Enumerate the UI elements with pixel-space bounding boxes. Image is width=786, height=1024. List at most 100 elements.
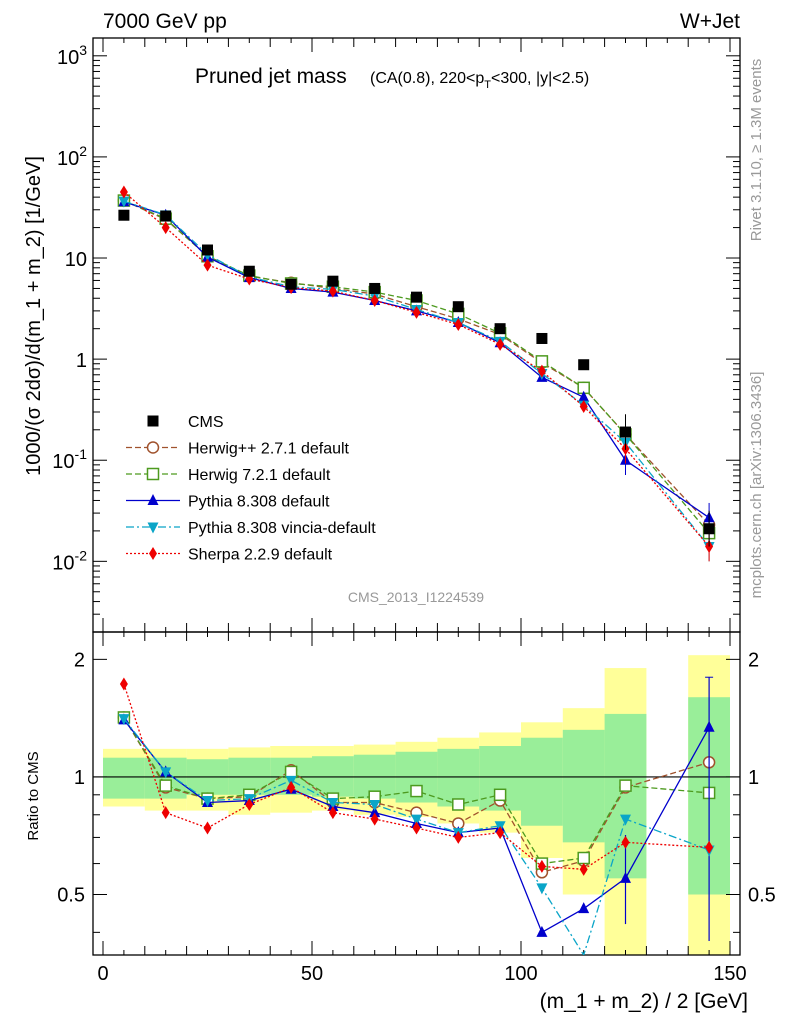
- series-2-ratio: [118, 676, 715, 942]
- series-marker: [620, 814, 631, 826]
- series-marker: [619, 779, 632, 792]
- series-line: [123, 719, 710, 934]
- band-inner-11: [562, 729, 605, 843]
- legend-marker: [147, 494, 159, 505]
- series-line: [123, 717, 710, 865]
- legend-marker: [149, 547, 157, 560]
- series-marker: [119, 185, 128, 199]
- legend-label: CMS: [188, 414, 224, 431]
- ratio-tick-label: 1: [748, 767, 759, 789]
- ratio-tick-label: 2: [74, 649, 85, 671]
- data-point: [160, 210, 172, 222]
- data-point: [411, 291, 422, 303]
- series-marker: [327, 798, 339, 810]
- main-panel: 10-2 10-1 1 10 102 103: [52, 37, 741, 633]
- x-tick-label: 100: [504, 963, 537, 985]
- data-point: [494, 323, 506, 335]
- data-point: [327, 275, 339, 287]
- series-marker: [203, 821, 212, 835]
- data-point: [118, 209, 130, 221]
- series-marker: [328, 806, 337, 820]
- series-marker: [496, 337, 505, 351]
- x-axis-label: (m_1 + m_2) / 2 [GeV]: [540, 990, 748, 1013]
- legend-label: Pythia 8.308 vincia-default: [188, 520, 376, 537]
- series-marker: [119, 677, 128, 691]
- series-marker: [161, 806, 170, 820]
- series-marker: [203, 258, 212, 272]
- data-point: [452, 301, 464, 313]
- band-inner-10: [521, 737, 563, 826]
- series-marker: [496, 826, 505, 840]
- series-marker: [118, 714, 130, 726]
- band-inner-0: [103, 757, 145, 799]
- legend-label: Pythia 8.308 default: [188, 494, 330, 511]
- series-marker: [705, 840, 714, 854]
- series-marker: [159, 779, 172, 792]
- data-point: [243, 265, 255, 277]
- x-tick-label: 150: [713, 963, 746, 985]
- series-marker: [452, 798, 465, 811]
- y-tick-label: 1: [76, 350, 87, 372]
- chart-subtitle: (CA(0.8), 220<pT<300, |y|<2.5): [370, 70, 589, 91]
- series-marker: [536, 883, 548, 895]
- x-tick-label: 50: [301, 963, 323, 985]
- series-4-ratio: [119, 677, 714, 876]
- series-marker: [454, 317, 463, 331]
- legend-marker: [146, 467, 160, 481]
- data-point: [285, 278, 297, 290]
- series-marker: [578, 902, 590, 914]
- data-point: [536, 332, 548, 344]
- series-marker: [287, 780, 296, 794]
- data-point: [202, 244, 213, 256]
- series-marker: [578, 390, 590, 402]
- series-marker: [536, 925, 548, 937]
- series-marker: [537, 859, 546, 873]
- ratio-tick-label: 1: [74, 767, 85, 789]
- series-marker: [621, 835, 630, 849]
- legend-marker: [147, 415, 159, 427]
- chart-title: Pruned jet mass: [195, 65, 347, 88]
- series-marker: [454, 830, 463, 844]
- data-point: [369, 282, 381, 294]
- band-inner-8: [437, 748, 480, 807]
- series-marker: [328, 284, 337, 298]
- series-marker: [245, 797, 254, 811]
- legend-label: Herwig++ 2.7.1 default: [188, 441, 350, 458]
- y-tick-label: 103: [57, 42, 87, 69]
- series-line: [123, 683, 710, 870]
- series-marker: [369, 806, 381, 818]
- series-marker: [202, 796, 213, 808]
- series-line: [123, 718, 710, 955]
- data-point: [578, 359, 590, 371]
- legend: CMS Herwig++ 2.7.1 default Herwig 7.2.1 de…: [126, 414, 376, 564]
- cms-data: [118, 209, 715, 547]
- series-marker: [412, 821, 421, 835]
- series-marker: [577, 851, 590, 865]
- y-axis-label: 1000/(σ 2dσ)/d(m_1 + m_2) [1/GeV]: [23, 156, 45, 476]
- series-marker: [493, 788, 507, 802]
- series-marker: [537, 364, 546, 378]
- series-marker: [579, 399, 588, 413]
- data-point: [703, 523, 715, 535]
- series-marker: [411, 814, 422, 826]
- series-marker: [118, 196, 130, 208]
- ratio-tick-label: 0.5: [748, 885, 776, 907]
- ratio-tick-label: 2: [748, 649, 759, 671]
- header-left: 7000 GeV pp: [103, 10, 227, 33]
- ratio-tick-label: 0.5: [57, 885, 85, 907]
- y-tick-label: 10: [65, 249, 87, 271]
- ratio-y-axis-label: Ratio to CMS: [25, 751, 42, 840]
- legend-marker: [146, 441, 160, 454]
- legend-label: Herwig 7.2.1 default: [188, 467, 331, 484]
- legend-label: Sherpa 2.2.9 default: [188, 547, 333, 564]
- rivet-label: Rivet 3.1.10, ≥ 1.3M events: [748, 59, 765, 242]
- data-point: [620, 426, 631, 438]
- series-marker: [284, 765, 298, 779]
- series-marker: [161, 221, 170, 235]
- series-marker: [410, 784, 423, 798]
- series-line: [123, 201, 710, 519]
- y-tick-label: 10-1: [52, 446, 87, 473]
- y-tick-label: 10-2: [52, 547, 87, 574]
- series-marker: [369, 799, 381, 811]
